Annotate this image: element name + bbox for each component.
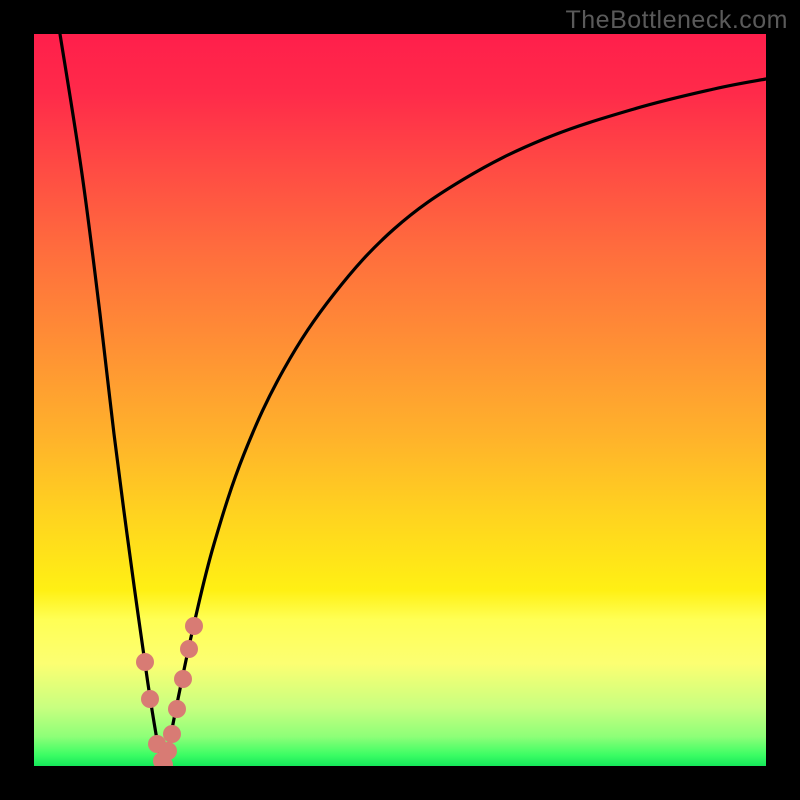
- data-marker: [136, 653, 154, 671]
- data-marker: [141, 690, 159, 708]
- watermark-text: TheBottleneck.com: [566, 6, 789, 35]
- data-marker: [159, 742, 177, 760]
- curve-layer: [34, 34, 766, 766]
- plot-area: [34, 34, 766, 766]
- data-marker: [185, 617, 203, 635]
- data-marker: [180, 640, 198, 658]
- data-marker: [168, 700, 186, 718]
- data-marker: [163, 725, 181, 743]
- chart-container: TheBottleneck.com: [0, 0, 800, 800]
- data-marker: [174, 670, 192, 688]
- curve-right-branch: [164, 79, 766, 766]
- marker-group: [136, 617, 203, 766]
